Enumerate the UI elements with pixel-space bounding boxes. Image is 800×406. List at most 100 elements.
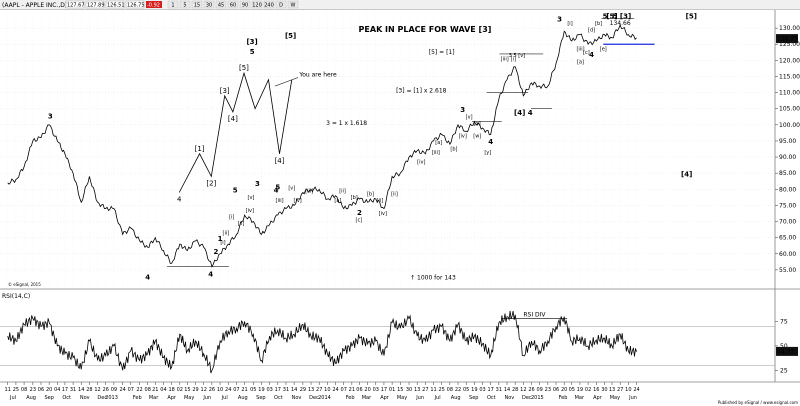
interval-button[interactable]: [227, 0, 239, 9]
interval-button[interactable]: [251, 0, 263, 9]
time-tick-label: 12: [201, 387, 207, 393]
rsi-series: [7, 310, 637, 374]
time-tick-label: 06: [553, 387, 559, 393]
subwave-label: [y]: [484, 150, 491, 156]
interval-button[interactable]: [275, 0, 287, 9]
time-tick-label: 21: [349, 387, 355, 393]
month-label: Sep: [256, 395, 265, 401]
interval-button[interactable]: [203, 0, 215, 9]
projection-path: [178, 71, 293, 193]
interval-label: 60: [230, 3, 236, 9]
interval-button[interactable]: [191, 0, 203, 9]
time-tick-label: 02: [585, 387, 591, 393]
interval-button[interactable]: [263, 0, 275, 9]
price-tick-label: 120.00: [779, 57, 800, 64]
copyright-text: © eSignal, 2015: [8, 282, 41, 287]
price-tick-label: 60.00: [779, 251, 796, 258]
time-tick-label: 07: [341, 387, 347, 393]
time-tick-label: 23: [30, 387, 36, 393]
time-tick-label: 06: [356, 387, 362, 393]
rsi-line: [7, 310, 637, 374]
time-tick-label: 13: [414, 387, 420, 393]
subwave-label: [iv]: [294, 198, 302, 204]
time-tick-label: 06: [38, 387, 44, 393]
time-tick-label: 08: [145, 387, 151, 393]
quote-value: 127.89: [87, 3, 105, 9]
subwave-label: [a]: [577, 60, 584, 66]
time-tick-label: 07: [128, 387, 134, 393]
subwave-label: [x]: [474, 121, 481, 127]
month-label: Jul: [434, 395, 441, 401]
wave-label: 5: [275, 183, 280, 191]
subwave-label: [ii]: [377, 198, 384, 204]
price-tick-label: 95.00: [779, 138, 796, 145]
time-tick-label: 11: [5, 387, 11, 393]
wave-label: 1: [218, 235, 223, 243]
rsi-last-badge: [776, 346, 798, 356]
subwave-label: [d]: [588, 27, 595, 33]
time-tick-label: 26: [103, 387, 109, 393]
price-tick-label: 110.00: [779, 90, 800, 97]
month-label: Feb: [133, 395, 142, 401]
subwave-label: [iii]: [432, 150, 440, 156]
time-tick-label: 27: [316, 387, 322, 393]
subwave-label: [b]: [450, 147, 457, 153]
chart-title: PEAK IN PLACE FOR WAVE [3]: [359, 25, 492, 34]
change-value: -0.92: [147, 3, 160, 9]
price-line: [7, 23, 637, 268]
month-label: Apr: [380, 395, 390, 401]
subwave-label: [b]: [351, 195, 358, 201]
month-label: Apr: [167, 395, 177, 401]
subwave-label: [iii]: [576, 47, 584, 53]
time-tick-label: 26: [528, 387, 534, 393]
interval-button[interactable]: [287, 0, 299, 9]
month-label: Aug: [238, 395, 248, 401]
interval-label: 1: [171, 3, 174, 9]
month-label: Jul: [221, 395, 228, 401]
time-tick-label: 19: [258, 387, 264, 393]
interval-button[interactable]: [167, 0, 179, 9]
time-tick-label: 10: [217, 387, 223, 393]
price-tick-label: 65.00: [779, 235, 796, 242]
interval-button[interactable]: [179, 0, 191, 9]
price-tick-label: 100.00: [779, 122, 800, 129]
month-label: Sep: [44, 395, 53, 401]
price-tick-label: 130.00: [779, 25, 800, 32]
month-label: Mar: [149, 395, 159, 401]
month-label: 2014: [318, 395, 331, 401]
price-tick-label: 125.00: [779, 41, 800, 48]
month-label: Feb: [346, 395, 355, 401]
projection-label: [4]: [275, 157, 285, 165]
last-price-label: 126.75: [777, 36, 798, 43]
time-axis: 11 25 08 23 06 20 04 17 31 14 28 12 26 09 24 07 22 08 21 04…: [5, 382, 640, 401]
quote-value: 126.75: [127, 3, 145, 9]
month-label: May: [397, 395, 407, 401]
price-series: [7, 23, 637, 268]
wave-label: 3: [255, 180, 260, 188]
time-tick-label: 24: [225, 387, 231, 393]
interval-label: 5: [183, 3, 186, 9]
interval-label: 120: [252, 3, 262, 9]
time-tick-label: 10: [625, 387, 631, 393]
month-label: Mar: [362, 395, 372, 401]
subwave-label: [a]: [334, 198, 341, 204]
month-label: Feb: [559, 395, 568, 401]
subwave-label: [w]: [473, 134, 481, 140]
quote-box: [85, 0, 105, 9]
time-tick-label: 02: [177, 387, 183, 393]
month-label: Oct: [62, 395, 71, 401]
quote-value: 127.67: [67, 3, 85, 9]
time-tick-label: 03: [479, 387, 485, 393]
time-tick-label: 24: [633, 387, 639, 393]
wave-label: [4]: [681, 170, 692, 178]
time-tick-label: 08: [21, 387, 27, 393]
time-tick-label: 14: [504, 387, 510, 393]
subwave-label: [c]: [356, 218, 363, 224]
time-tick-label: 05: [569, 387, 575, 393]
wave-label: 3: [557, 16, 562, 24]
interval-button[interactable]: [215, 0, 227, 9]
annotation-text: You are here: [298, 71, 337, 78]
interval-button[interactable]: [239, 0, 251, 9]
interval-label: 30: [206, 3, 212, 9]
wave-label: 5: [603, 12, 608, 20]
